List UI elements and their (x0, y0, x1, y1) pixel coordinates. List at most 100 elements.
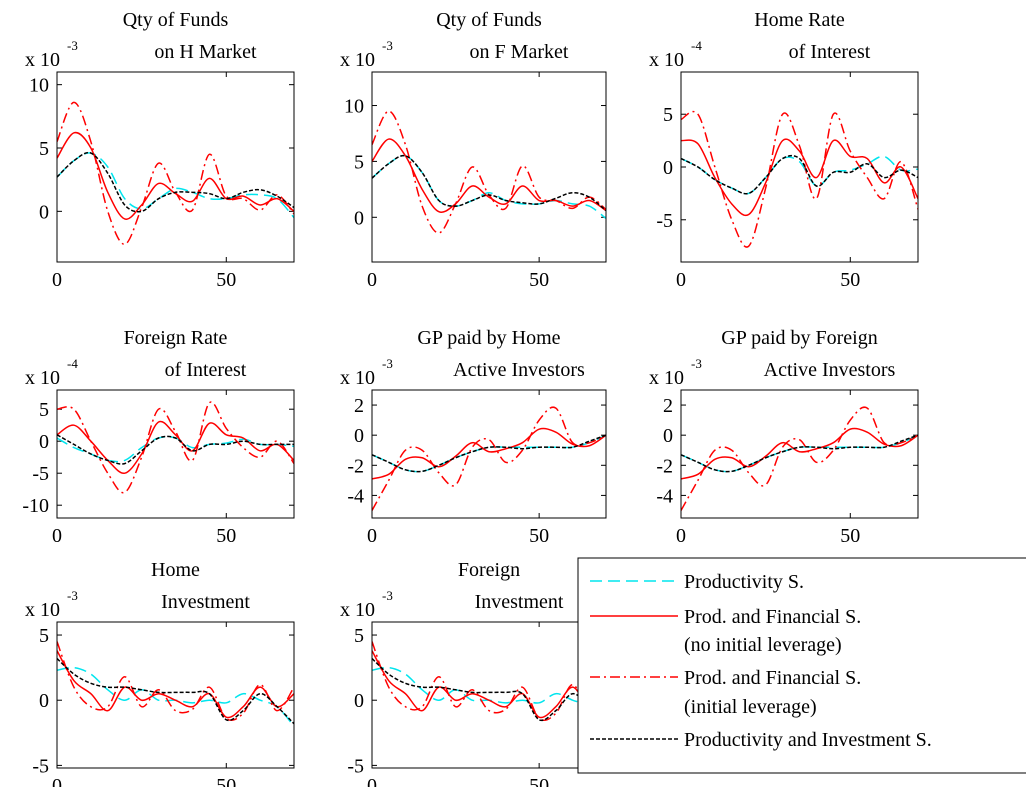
exponent: -3 (67, 588, 78, 603)
series-line (681, 406, 918, 511)
exponent: -3 (382, 588, 393, 603)
exponent: -4 (67, 356, 78, 371)
multiplier: x 10 (340, 367, 375, 389)
multiplier: x 10 (649, 367, 684, 389)
multiplier: x 10 (25, 367, 60, 389)
x-tick-label: 50 (840, 269, 860, 291)
plot-frame (371, 71, 607, 263)
y-tick-label: 5 (663, 104, 673, 126)
legend-label: Productivity and Investment S. (684, 729, 932, 751)
series-line (372, 406, 606, 511)
plot-lines (57, 101, 294, 246)
plot-lines (57, 401, 294, 494)
series-line (57, 666, 294, 727)
multiplier: x 10 (25, 49, 60, 71)
series-line (57, 434, 294, 465)
plot-lines (681, 406, 918, 511)
plot-lines (57, 641, 294, 727)
plot-frame (56, 389, 295, 519)
x-tick-label: 50 (216, 269, 236, 291)
series-line (57, 152, 294, 219)
y-tick-label: -5 (656, 210, 673, 232)
series-line (57, 657, 294, 725)
plot-lines (681, 110, 918, 248)
plot-lines (372, 406, 606, 511)
exponent: -4 (691, 38, 702, 53)
y-tick-label: 0 (39, 431, 49, 453)
x-tick-label: 0 (52, 525, 62, 547)
y-tick-label: 2 (354, 395, 364, 417)
series-line (57, 420, 294, 474)
y-tick-label: 5 (354, 151, 364, 173)
series-line (372, 434, 606, 473)
x-tick-label: 0 (52, 775, 62, 787)
exponent: -3 (382, 356, 393, 371)
panel-subtitle: Investment (475, 591, 564, 613)
y-tick-label: 0 (354, 690, 364, 712)
plot-lines (372, 641, 606, 727)
series-line (681, 110, 918, 248)
panel-title: GP paid by Home (417, 327, 560, 349)
x-tick-label: 50 (840, 525, 860, 547)
y-tick-label: 5 (39, 138, 49, 160)
panel-subtitle: of Interest (165, 359, 247, 381)
y-tick-label: 2 (663, 395, 673, 417)
series-line (681, 138, 918, 217)
panel-title: Home Rate (754, 9, 845, 31)
x-tick-label: 0 (367, 775, 377, 787)
x-tick-label: 0 (676, 525, 686, 547)
legend-label: (no initial leverage) (684, 634, 842, 656)
y-tick-label: 10 (344, 96, 364, 118)
plot-lines (372, 110, 606, 234)
x-tick-label: 50 (216, 525, 236, 547)
panel-title: Qty of Funds (436, 9, 542, 31)
multiplier: x 10 (340, 599, 375, 621)
y-tick-label: 5 (354, 625, 364, 647)
legend-box (577, 557, 1026, 774)
series-line (372, 138, 606, 213)
y-tick-label: 0 (39, 201, 49, 223)
x-tick-label: 50 (216, 775, 236, 787)
plot-frame (56, 71, 295, 263)
y-tick-label: 5 (39, 399, 49, 421)
y-tick-label: 0 (354, 425, 364, 447)
series-line (372, 666, 606, 727)
y-tick-label: -4 (347, 485, 364, 507)
series-line (372, 641, 606, 722)
series-line (57, 101, 294, 246)
panel-subtitle: on F Market (470, 41, 569, 63)
y-tick-label: 10 (29, 75, 49, 97)
series-line (372, 154, 606, 220)
plot-frame (680, 71, 919, 263)
y-tick-label: 0 (354, 207, 364, 229)
plot-frame (371, 389, 607, 519)
multiplier: x 10 (25, 599, 60, 621)
exponent: -3 (691, 356, 702, 371)
y-tick-label: -10 (22, 495, 49, 517)
series-line (681, 155, 918, 195)
y-tick-label: -5 (32, 463, 49, 485)
y-tick-label: -5 (32, 755, 49, 777)
multiplier: x 10 (340, 49, 375, 71)
series-line (372, 657, 606, 725)
plot-frame (56, 621, 295, 769)
x-tick-label: 0 (676, 269, 686, 291)
series-line (372, 154, 606, 212)
series-line (681, 427, 918, 480)
legend-label: Productivity S. (684, 571, 804, 593)
y-tick-label: -2 (656, 455, 673, 477)
y-tick-label: -4 (656, 485, 673, 507)
panel-title: Foreign (458, 559, 520, 581)
plot-frame (680, 389, 919, 519)
series-line (681, 154, 918, 195)
multiplier: x 10 (649, 49, 684, 71)
x-tick-label: 50 (529, 775, 549, 787)
panel-title: Home (151, 559, 200, 581)
y-tick-label: -5 (347, 755, 364, 777)
panel-title: GP paid by Foreign (721, 327, 877, 349)
series-line (57, 436, 294, 463)
panel-subtitle: Investment (161, 591, 250, 613)
series-line (372, 110, 606, 234)
x-tick-label: 50 (529, 525, 549, 547)
